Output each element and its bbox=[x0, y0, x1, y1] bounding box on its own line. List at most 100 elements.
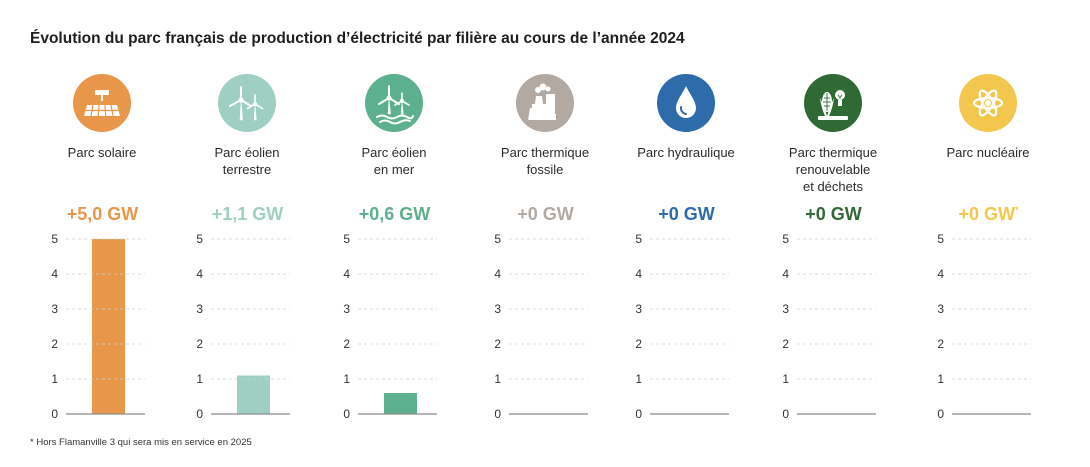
panel-title-line: Parc éolien bbox=[214, 145, 280, 160]
y-tick-label: 1 bbox=[343, 372, 350, 386]
panel-title-eolien-mer: Parc éolien en mer bbox=[310, 144, 478, 178]
panel-title-line: renouvelable bbox=[795, 162, 871, 177]
delta-value-thermique-renouvelable: +0 GW bbox=[761, 204, 906, 225]
panel-title-eolien-terrestre: Parc éolien terrestre bbox=[163, 144, 331, 178]
biomass-waste-icon bbox=[804, 74, 862, 132]
mini-chart-nucleaire: 0 1 2 3 4 5 bbox=[937, 232, 1031, 421]
delta-value-solaire: +5,0 GW bbox=[30, 204, 175, 225]
mini-chart-eolien-mer: 0 1 2 3 4 5 bbox=[343, 232, 437, 421]
delta-value-eolien-mer: +0,6 GW bbox=[322, 204, 467, 225]
y-tick-label: 0 bbox=[494, 407, 501, 421]
y-tick-label: 4 bbox=[937, 267, 944, 281]
y-tick-label: 3 bbox=[196, 302, 203, 316]
delta-value-hydraulique: +0 GW bbox=[614, 204, 759, 225]
y-tick-label: 0 bbox=[782, 407, 789, 421]
y-tick-label: 3 bbox=[635, 302, 642, 316]
solar-panel-icon bbox=[73, 74, 131, 132]
y-tick-label: 0 bbox=[635, 407, 642, 421]
mini-chart-thermique-fossile: 0 1 2 3 4 5 bbox=[494, 232, 588, 421]
panel-title-thermique-fossile: Parc thermique fossile bbox=[461, 144, 629, 178]
delta-value-text: +1,1 GW bbox=[211, 204, 284, 224]
delta-value-thermique-fossile: +0 GW bbox=[473, 204, 618, 225]
y-tick-label: 0 bbox=[937, 407, 944, 421]
panel-title-line: Parc nucléaire bbox=[946, 145, 1030, 160]
panel-title-hydraulique: Parc hydraulique bbox=[602, 144, 770, 161]
panel-hydraulique: Parc hydraulique +0 GW 0 1 2 3 4 5 bbox=[614, 74, 759, 424]
mini-chart-eolien-terrestre: 0 1 2 3 4 5 bbox=[196, 232, 290, 421]
page-title: Évolution du parc français de production… bbox=[30, 30, 685, 47]
y-tick-label: 1 bbox=[937, 372, 944, 386]
y-tick-label: 3 bbox=[937, 302, 944, 316]
panel-title-line: Parc thermique bbox=[500, 145, 590, 160]
panel-title-line: en mer bbox=[373, 162, 415, 177]
y-tick-label: 2 bbox=[343, 337, 350, 351]
delta-value-text: +0 GW bbox=[805, 204, 862, 224]
delta-value-text: +0 GW bbox=[958, 204, 1015, 224]
delta-value-text: +0 GW bbox=[658, 204, 715, 224]
panel-title-line: Parc solaire bbox=[67, 145, 137, 160]
panel-eolien-mer: Parc éolien en mer +0,6 GW 0 1 2 3 4 5 bbox=[322, 74, 467, 424]
y-tick-label: 5 bbox=[937, 232, 944, 246]
y-tick-label: 4 bbox=[635, 267, 642, 281]
y-tick-label: 4 bbox=[343, 267, 350, 281]
y-tick-label: 0 bbox=[51, 407, 58, 421]
y-tick-label: 2 bbox=[51, 337, 58, 351]
y-tick-label: 1 bbox=[635, 372, 642, 386]
delta-value-eolien-terrestre: +1,1 GW bbox=[175, 204, 320, 225]
y-tick-label: 5 bbox=[343, 232, 350, 246]
delta-value-text: +0,6 GW bbox=[358, 204, 431, 224]
atom-icon bbox=[959, 74, 1017, 132]
y-tick-label: 5 bbox=[635, 232, 642, 246]
y-tick-label: 3 bbox=[782, 302, 789, 316]
y-tick-label: 4 bbox=[51, 267, 58, 281]
mini-chart-hydraulique: 0 1 2 3 4 5 bbox=[635, 232, 729, 421]
y-tick-label: 3 bbox=[494, 302, 501, 316]
panel-title-nucleaire: Parc nucléaire bbox=[904, 144, 1072, 161]
panel-nucleaire: Parc nucléaire +0 GW* 0 1 2 3 4 5 bbox=[916, 74, 1061, 424]
y-tick-label: 4 bbox=[494, 267, 501, 281]
panel-title-line: Parc hydraulique bbox=[637, 145, 735, 160]
panel-title-thermique-renouvelable: Parc thermique renouvelable et déchets bbox=[749, 144, 917, 195]
y-tick-label: 1 bbox=[494, 372, 501, 386]
panel-title-line: fossile bbox=[526, 162, 564, 177]
y-tick-label: 5 bbox=[494, 232, 501, 246]
y-tick-label: 5 bbox=[196, 232, 203, 246]
y-tick-label: 1 bbox=[782, 372, 789, 386]
offshore-wind-turbine-icon bbox=[365, 74, 423, 132]
y-tick-label: 3 bbox=[343, 302, 350, 316]
panel-title-solaire: Parc solaire bbox=[18, 144, 186, 161]
panel-title-line: Parc éolien bbox=[361, 145, 427, 160]
y-tick-label: 2 bbox=[937, 337, 944, 351]
panel-title-line: Parc thermique bbox=[788, 145, 878, 160]
mini-chart-thermique-renouvelable: 0 1 2 3 4 5 bbox=[782, 232, 876, 421]
y-tick-label: 5 bbox=[51, 232, 58, 246]
y-tick-label: 1 bbox=[51, 372, 58, 386]
fossil-power-plant-icon bbox=[516, 74, 574, 132]
y-tick-label: 1 bbox=[196, 372, 203, 386]
onshore-wind-turbine-icon bbox=[218, 74, 276, 132]
y-tick-label: 2 bbox=[196, 337, 203, 351]
y-tick-label: 2 bbox=[494, 337, 501, 351]
mini-chart-solaire: 0 1 2 3 4 5 bbox=[51, 232, 145, 421]
y-tick-label: 4 bbox=[782, 267, 789, 281]
y-tick-label: 2 bbox=[635, 337, 642, 351]
panel-thermique-renouvelable: Parc thermique renouvelable et déchets +… bbox=[761, 74, 906, 424]
delta-value-text: +5,0 GW bbox=[66, 204, 139, 224]
y-tick-label: 4 bbox=[196, 267, 203, 281]
y-tick-label: 3 bbox=[51, 302, 58, 316]
y-tick-label: 5 bbox=[782, 232, 789, 246]
panel-thermique-fossile: Parc thermique fossile +0 GW 0 1 2 3 4 5 bbox=[473, 74, 618, 424]
y-tick-label: 0 bbox=[196, 407, 203, 421]
footnote: * Hors Flamanville 3 qui sera mis en ser… bbox=[30, 437, 252, 448]
delta-value-text: +0 GW bbox=[517, 204, 574, 224]
panel-title-line: et déchets bbox=[803, 179, 863, 194]
delta-value-nucleaire: +0 GW* bbox=[916, 204, 1061, 225]
bar bbox=[384, 393, 417, 414]
bar bbox=[92, 239, 125, 414]
panel-title-line: terrestre bbox=[222, 162, 272, 177]
bar bbox=[237, 375, 270, 414]
y-tick-label: 0 bbox=[343, 407, 350, 421]
footnote-marker: * bbox=[1015, 205, 1019, 215]
panel-eolien-terrestre: Parc éolien terrestre +1,1 GW 0 1 2 3 4 5 bbox=[175, 74, 320, 424]
